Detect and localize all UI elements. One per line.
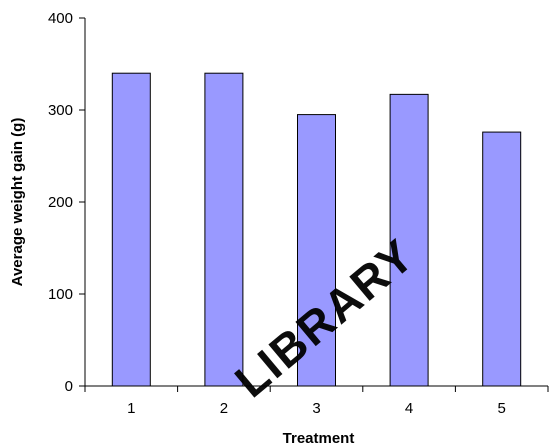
y-tick-label: 300 <box>48 102 73 119</box>
x-tick-label: 4 <box>405 400 413 417</box>
bar-treatment-1 <box>111 72 151 387</box>
y-ticks-group: 0 100 200 300 400 <box>48 10 85 395</box>
y-tick-label: 400 <box>48 10 73 27</box>
y-axis-title: Average weight gain (g) <box>9 118 26 287</box>
bar-treatment-5 <box>482 131 522 387</box>
y-tick-label: 200 <box>48 194 73 211</box>
bar-treatment-4 <box>389 93 429 387</box>
x-ticks-group: 1 2 3 4 5 <box>84 386 549 417</box>
bars-group <box>111 72 522 387</box>
bar-treatment-2 <box>204 72 244 387</box>
y-tick-label: 0 <box>65 378 73 395</box>
x-tick-label: 3 <box>312 400 320 417</box>
x-tick-label: 2 <box>220 400 228 417</box>
x-axis-title: Treatment <box>283 430 355 444</box>
x-tick-label: 1 <box>127 400 135 417</box>
y-tick-label: 100 <box>48 286 73 303</box>
bar-treatment-3 <box>297 114 336 387</box>
x-tick-label: 5 <box>498 400 506 417</box>
